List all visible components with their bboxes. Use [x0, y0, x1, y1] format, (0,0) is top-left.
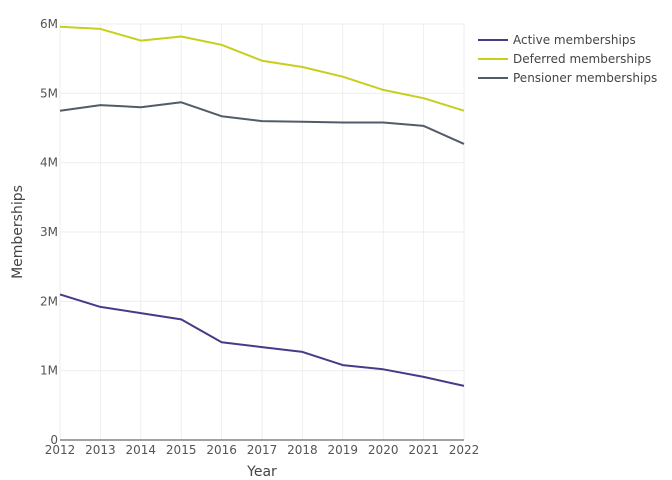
y-tick-label: 6M — [40, 17, 58, 31]
x-tick-label: 2017 — [247, 443, 278, 457]
y-tick-label: 0 — [50, 433, 58, 447]
x-tick-label: 2012 — [45, 443, 76, 457]
series-lines — [59, 25, 465, 387]
tick-labels: 0 1M 2M 3M 4M 5M 6M 2012 2013 2014 2015 2016 2017 201… — [40, 17, 479, 457]
y-tick-label: 1M — [40, 364, 58, 378]
x-tick-label: 2016 — [206, 443, 237, 457]
x-tick-label: 2014 — [126, 443, 157, 457]
legend-item-2[interactable]: Pensioner memberships — [478, 71, 657, 85]
x-tick-label: 2018 — [287, 443, 318, 457]
legend-item-1[interactable]: Deferred memberships — [478, 52, 651, 66]
legend-item-0[interactable]: Active memberships — [478, 33, 636, 47]
y-tick-label: 3M — [40, 225, 58, 239]
x-tick-label: 2021 — [408, 443, 439, 457]
x-tick-label: 2019 — [328, 443, 359, 457]
x-tick-label: 2020 — [368, 443, 399, 457]
x-tick-label: 2013 — [85, 443, 116, 457]
y-tick-label: 5M — [40, 86, 58, 100]
legend-label: Active memberships — [513, 33, 636, 47]
series-line-2 — [59, 101, 465, 145]
legend-label: Deferred memberships — [513, 52, 651, 66]
series-line-0 — [59, 293, 465, 387]
x-axis-title: Year — [246, 464, 277, 480]
legend[interactable]: Active memberships Deferred memberships Pe… — [478, 33, 657, 85]
legend-label: Pensioner memberships — [513, 71, 657, 85]
y-axis-title: Memberships — [10, 185, 26, 279]
y-tick-label: 2M — [40, 294, 58, 308]
series-line-1 — [59, 25, 465, 112]
y-tick-label: 4M — [40, 156, 58, 170]
x-tick-label: 2015 — [166, 443, 197, 457]
x-tick-label: 2022 — [449, 443, 480, 457]
grid-lines — [59, 23, 465, 440]
